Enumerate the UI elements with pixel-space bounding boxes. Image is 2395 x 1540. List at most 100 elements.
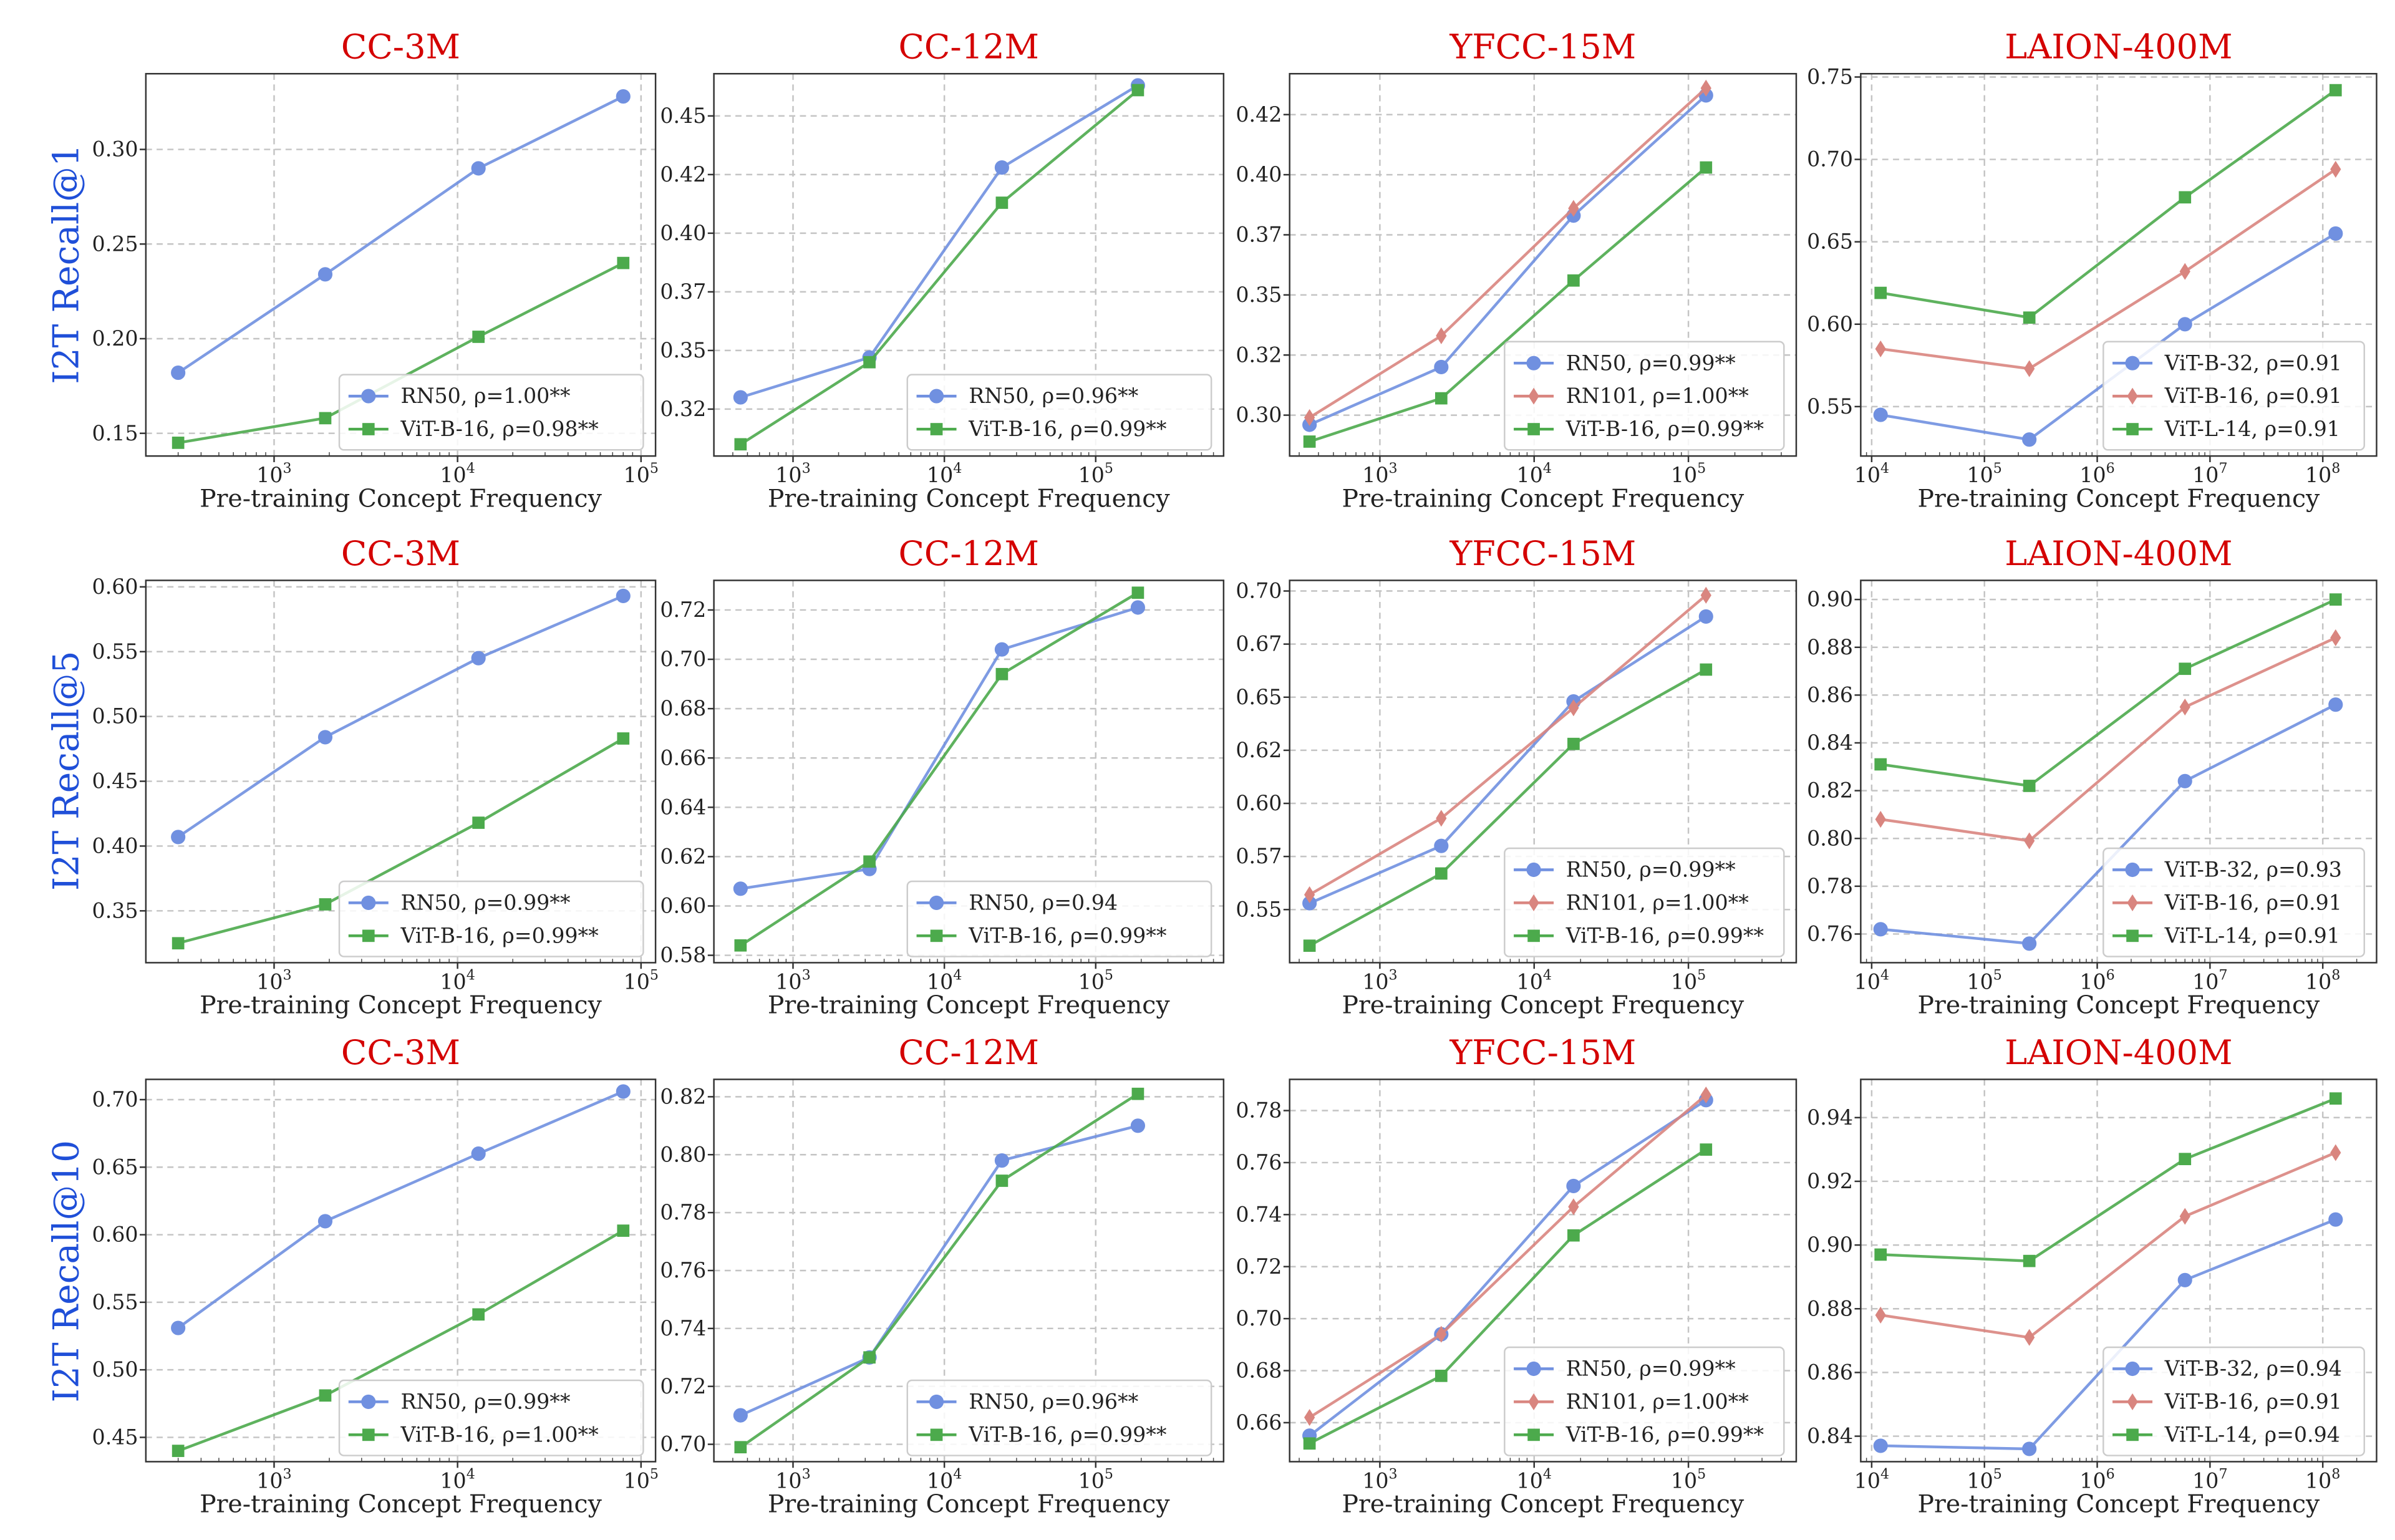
axes-frame [145,579,657,964]
square-marker [319,1389,332,1402]
y-tick-label: 0.86 [1807,1360,1853,1384]
legend-entry: ViT-B-16, ρ=0.99** [1565,923,1764,947]
circle-marker [1566,1178,1581,1194]
series-line [177,594,624,838]
circle-marker [1130,1118,1145,1133]
x-axis-label: Pre-training Concept Frequency [768,484,1170,513]
y-tick-label: 0.37 [660,279,706,304]
y-tick-label: 0.70 [660,647,706,671]
circle-marker [994,1153,1009,1168]
subplot-title: LAION-400M [2005,27,2232,67]
diamond-marker [1875,811,1886,828]
x-tick-label: 105 [624,1466,659,1493]
y-tick-label: 0.72 [660,598,706,622]
square-marker [1527,1428,1540,1441]
circle-marker [1873,1438,1888,1453]
subplot: CC-12M 0.32 0.35 0.37 0.40 0.42 0.45 103 104 105P… [660,27,1225,513]
circle-marker [733,881,748,896]
legend-entry: ViT-B-32, ρ=0.91 [2164,351,2342,375]
legend: RN50, ρ=0.99** RN101, ρ=1.00** ViT-B-16, ρ… [1504,1346,1785,1456]
axes-frame [713,1078,1225,1463]
square-marker [1131,586,1144,599]
y-tick-label: 0.60 [92,574,138,599]
series [733,600,1145,896]
series-line [1880,598,2336,788]
series-line [1309,594,1707,896]
axes-frame [1860,72,2378,457]
y-tick-label: 0.30 [1236,403,1282,427]
series [1302,88,1713,432]
square-marker [362,1428,375,1441]
circle-marker [361,389,376,404]
subplot: LAION-400M 0.76 0.78 0.80 0.82 0.84 0.86 0.88 0.… [1807,534,2378,1020]
y-tick-label: 0.74 [660,1316,706,1340]
square-marker [472,331,485,343]
axes-frame [145,1078,657,1463]
series-line [1309,1099,1707,1437]
square-marker [1874,758,1887,771]
y-tick-label: 0.55 [1236,897,1282,921]
x-axis-label: Pre-training Concept Frequency [768,1490,1170,1519]
y-tick-label: 0.40 [660,221,706,245]
circle-marker [2022,936,2037,951]
x-tick-label: 107 [2192,967,2227,994]
square-marker [2179,191,2192,204]
square-marker [863,1351,876,1364]
y-tick-label: 0.50 [92,704,138,729]
circle-marker [2022,1441,2037,1456]
x-tick-label: 108 [2305,1466,2340,1493]
y-tick-label: 0.92 [1807,1169,1853,1193]
y-tick-label: 0.57 [1236,844,1282,868]
square-marker [1527,929,1540,942]
square-marker [172,437,185,449]
legend-box [2102,847,2366,957]
circle-marker [2328,697,2343,712]
row-label: I2T Recall@1 [46,144,87,384]
axes-frame [145,72,657,457]
diamond-marker [2330,160,2341,178]
legend: RN50, ρ=0.96** ViT-B-16, ρ=0.99** [906,374,1212,451]
legend-entry: ViT-B-16, ρ=0.99** [1565,1422,1764,1446]
y-tick-label: 0.86 [1807,682,1853,707]
y-tick-label: 0.74 [1236,1202,1282,1226]
row-label: I2T Recall@10 [46,1140,87,1403]
series-line [740,1124,1139,1417]
x-tick-label: 105 [1967,460,2002,487]
x-tick-label: 103 [775,460,810,487]
square-marker [1131,84,1144,97]
legend-entry: RN50, ρ=0.99** [1566,858,1736,882]
square-marker [930,1428,943,1441]
diamond-marker [1568,1198,1579,1216]
square-marker [1874,286,1887,299]
y-tick-label: 0.50 [92,1357,138,1382]
series [1874,1092,2342,1267]
series [172,1224,630,1457]
diamond-marker [1568,200,1579,217]
y-tick-label: 0.20 [92,326,138,351]
x-axis-label: Pre-training Concept Frequency [1342,484,1744,513]
x-tick-label: 105 [1967,1466,2002,1493]
y-tick-label: 0.55 [92,1290,138,1314]
x-tick-label: 103 [1362,460,1397,487]
legend: ViT-B-32, ρ=0.91 ViT-B-16, ρ=0.91 ViT-L-14… [2102,341,2366,451]
legend-entry: ViT-L-14, ρ=0.91 [2164,923,2340,947]
x-axis-label: Pre-training Concept Frequency [1342,1490,1744,1519]
x-tick-label: 103 [256,1466,291,1493]
subplot: CC-12M 0.70 0.72 0.74 0.76 0.78 0.80 0.82 103 104… [660,1033,1225,1519]
legend-entry: ViT-B-16, ρ=0.99** [1565,417,1764,441]
legend-entry: ViT-B-16, ρ=0.99** [400,923,599,947]
x-axis-label: Pre-training Concept Frequency [200,484,602,513]
series [171,588,631,845]
square-marker [2126,1428,2139,1441]
y-tick-label: 0.55 [92,639,138,664]
y-tick-label: 0.80 [660,1142,706,1166]
circle-marker [317,1214,333,1229]
square-marker [1567,274,1580,287]
square-marker [617,1224,630,1237]
diamond-marker [1700,586,1711,604]
x-tick-label: 104 [440,1466,475,1493]
subplot: YFCC-15M 0.30 0.32 0.35 0.37 0.40 0.42 103 104 10… [1236,27,1797,513]
circle-marker [171,1320,186,1335]
circle-marker [2125,862,2140,878]
